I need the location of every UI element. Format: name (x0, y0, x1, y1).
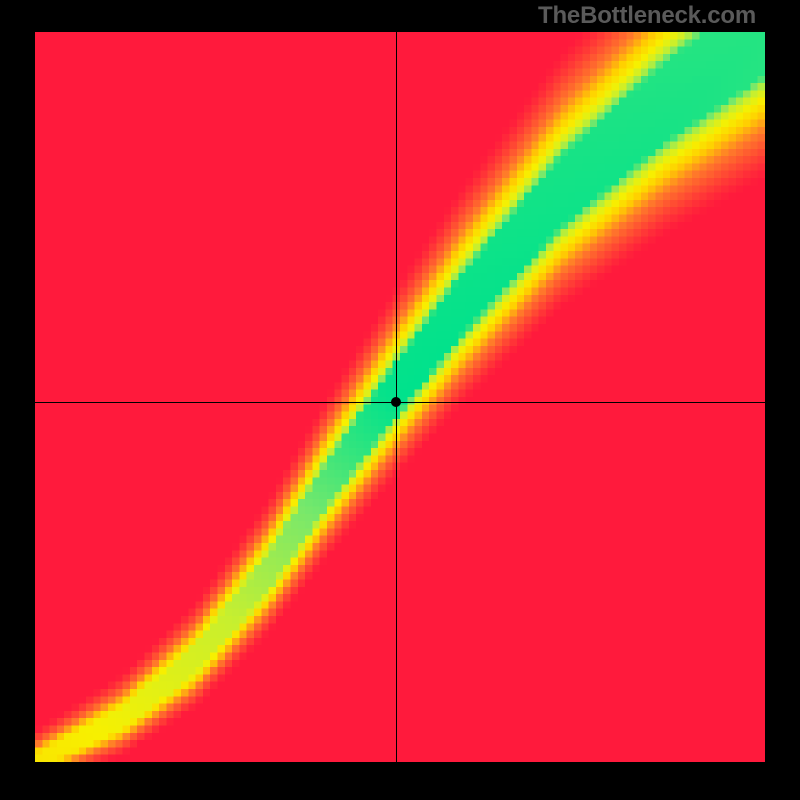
watermark-text: TheBottleneck.com (538, 2, 756, 30)
bottleneck-heatmap (35, 32, 765, 762)
chart-container: TheBottleneck.com (0, 0, 800, 800)
